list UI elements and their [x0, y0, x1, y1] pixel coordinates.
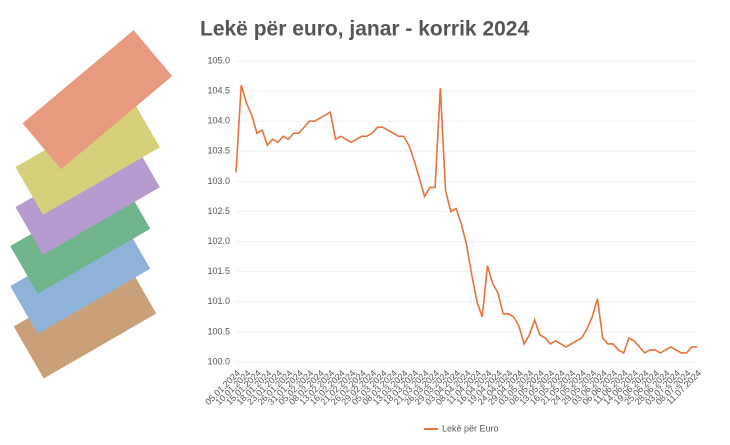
- note: [13, 261, 157, 379]
- chart-title: Lekë për euro, janar - korrik 2024: [200, 18, 529, 41]
- note: [10, 221, 151, 334]
- y-tick-label: 104.0: [207, 116, 230, 126]
- y-tick-label: 104.5: [207, 85, 230, 95]
- legend-label: Lekë për Euro: [442, 423, 499, 433]
- banknotes: [10, 30, 173, 379]
- line: [235, 84, 697, 355]
- note: [22, 30, 173, 170]
- y-tick-label: 100.5: [207, 326, 230, 336]
- y-tick-label: 101.0: [207, 296, 230, 306]
- y-tick-label: 103.0: [207, 176, 230, 186]
- note: [15, 139, 160, 255]
- y-tick-label: 101.5: [207, 266, 230, 276]
- note: [15, 99, 160, 215]
- y-tick-label: 102.0: [207, 236, 230, 246]
- y-tick-label: 102.5: [207, 206, 230, 216]
- y-tick-label: 100.0: [207, 356, 230, 366]
- y-tick-label: 105.0: [207, 55, 230, 65]
- y-tick-label: 103.5: [207, 146, 230, 156]
